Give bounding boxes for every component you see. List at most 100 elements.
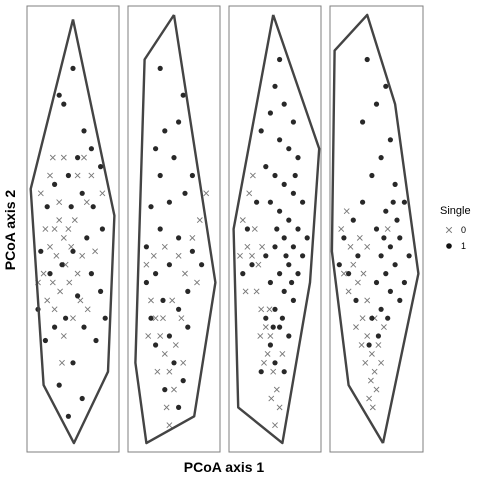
data-point-single-1	[373, 101, 380, 107]
data-point-single-0	[273, 386, 280, 393]
data-point-single-1	[383, 208, 389, 214]
cross-stroke	[148, 297, 154, 304]
data-point-single-1	[295, 271, 301, 277]
cross-stroke	[196, 217, 203, 224]
data-point-single-0	[49, 279, 56, 286]
cross-stroke	[353, 324, 359, 331]
data-point-single-1	[387, 137, 393, 143]
cross-stroke	[57, 288, 64, 295]
data-point-single-0	[257, 333, 264, 339]
data-point-single-1	[277, 324, 283, 330]
data-point-single-0	[66, 279, 73, 286]
data-point-single-0	[239, 217, 246, 224]
cross-stroke	[51, 226, 58, 232]
data-point-single-0	[172, 342, 179, 348]
data-point-single-1	[286, 262, 292, 268]
data-point-single-0	[384, 226, 391, 232]
cross-stroke	[358, 342, 365, 348]
data-point-single-0	[143, 261, 150, 268]
data-point-single-0	[258, 306, 265, 313]
data-point-single-1	[70, 360, 76, 366]
data-point-single-1	[401, 199, 407, 205]
data-point-single-1	[79, 395, 85, 402]
data-point-single-1	[304, 235, 310, 241]
data-point-single-1	[277, 271, 283, 277]
cross-stroke	[74, 172, 81, 179]
data-point-single-1	[148, 315, 154, 321]
cross-stroke	[266, 306, 273, 313]
cross-stroke	[237, 252, 243, 259]
data-point-single-0	[37, 190, 44, 197]
cross-stroke	[166, 368, 173, 375]
cross-stroke	[178, 315, 185, 322]
data-point-single-1	[189, 172, 195, 179]
cross-stroke	[364, 243, 371, 250]
data-point-single-0	[255, 261, 262, 268]
data-point-single-1	[267, 279, 273, 286]
data-point-single-1	[182, 190, 188, 196]
data-point-single-1	[375, 333, 381, 339]
data-point-single-0	[160, 315, 166, 322]
data-point-single-0	[60, 234, 67, 241]
data-point-single-0	[175, 252, 182, 259]
data-point-single-1	[176, 119, 182, 125]
data-point-single-0	[253, 288, 260, 295]
cross-stroke	[79, 252, 86, 259]
data-point-single-1	[52, 181, 58, 187]
data-point-single-0	[161, 350, 168, 357]
data-point-single-0	[47, 172, 53, 179]
cross-stroke	[40, 270, 47, 277]
legend-label-0: 0	[461, 225, 466, 235]
data-point-single-0	[345, 288, 352, 295]
cross-stroke	[145, 333, 152, 339]
cross-stroke	[47, 243, 53, 250]
convex-hull-outline	[29, 19, 116, 445]
data-point-single-1	[143, 279, 149, 286]
data-point-single-0	[53, 252, 60, 259]
data-point-single-0	[83, 199, 90, 206]
data-point-single-1	[355, 253, 361, 259]
data-point-single-1	[258, 128, 264, 134]
cross-stroke	[253, 288, 260, 295]
data-point-single-0	[350, 261, 357, 268]
data-point-single-0	[49, 154, 56, 161]
cross-stroke	[257, 333, 264, 339]
cross-stroke	[244, 243, 251, 250]
data-point-single-1	[336, 262, 342, 268]
data-point-single-1	[244, 226, 250, 232]
cross-stroke	[378, 359, 385, 366]
data-point-single-0	[279, 350, 286, 357]
data-point-single-1	[300, 199, 306, 205]
data-point-single-0	[358, 342, 365, 348]
cross-stroke	[74, 270, 81, 277]
data-point-single-1	[286, 146, 292, 152]
cross-stroke	[347, 243, 354, 250]
data-point-single-1	[281, 288, 287, 294]
data-point-single-0	[84, 306, 91, 313]
data-point-single-1	[369, 315, 375, 321]
data-point-single-1	[99, 226, 105, 232]
cross-stroke	[171, 386, 177, 393]
data-point-single-0	[150, 252, 157, 259]
data-point-single-1	[90, 204, 96, 210]
cross-stroke	[249, 252, 255, 259]
data-point-single-1	[390, 199, 396, 205]
data-point-single-1	[81, 128, 87, 134]
data-point-single-0	[56, 199, 63, 206]
data-point-single-1	[281, 181, 287, 187]
cross-stroke	[239, 217, 246, 224]
cross-stroke	[360, 270, 367, 277]
data-point-single-0	[264, 350, 271, 357]
cross-stroke	[150, 252, 157, 259]
data-point-single-1	[272, 306, 278, 312]
data-point-single-0	[364, 333, 371, 339]
data-point-single-0	[375, 342, 382, 348]
data-point-single-1	[180, 92, 186, 98]
data-point-single-1	[270, 324, 276, 330]
data-point-single-1	[383, 271, 389, 277]
data-point-single-1	[52, 324, 58, 330]
data-point-single-1	[295, 226, 301, 232]
data-point-single-1	[290, 297, 296, 303]
data-point-single-1	[381, 235, 387, 241]
cross-stroke	[42, 226, 49, 232]
